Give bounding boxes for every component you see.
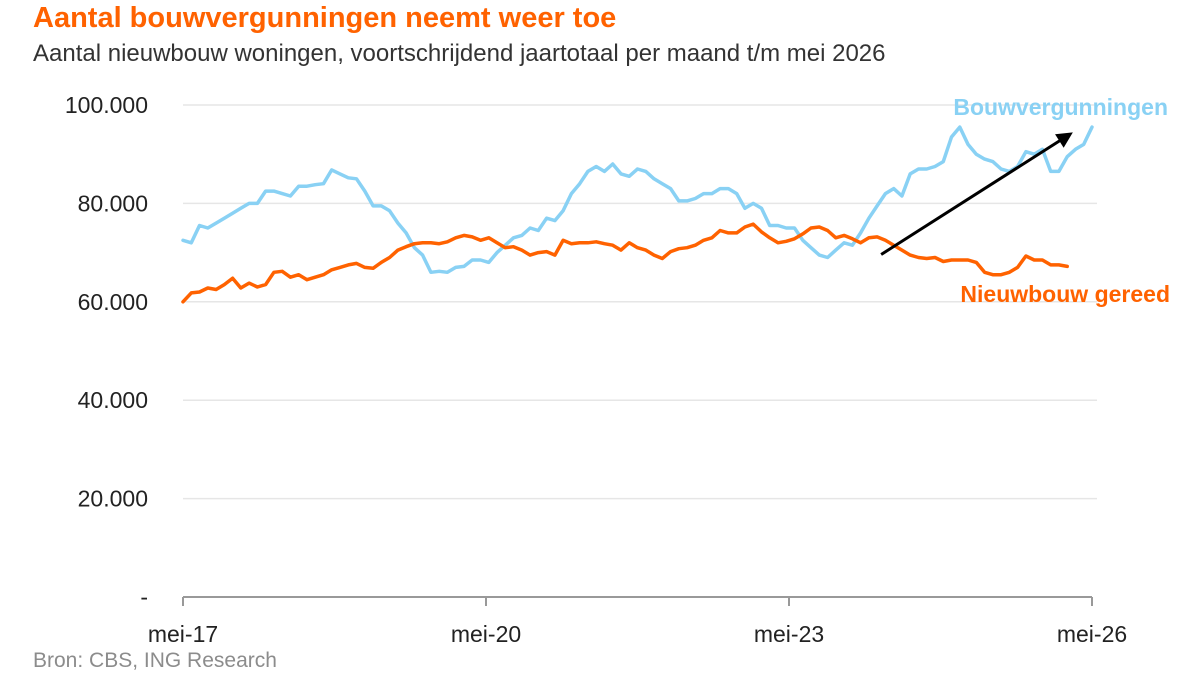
series-label-nieuwbouw-gereed: Nieuwbouw gereed [960, 281, 1170, 307]
x-tick-label: mei-17 [148, 621, 218, 647]
y-axis-tick-labels: - 20.000 40.000 60.000 80.000 100.000 [65, 92, 148, 610]
y-tick-label: 20.000 [78, 486, 148, 512]
y-tick-label: 40.000 [78, 387, 148, 413]
trend-arrow-head [1055, 132, 1073, 148]
chart-title: Aantal bouwvergunningen neemt weer toe [33, 2, 617, 34]
source-note: Bron: CBS, ING Research [33, 649, 277, 672]
annotations [880, 132, 1073, 256]
x-axis: mei-17 mei-20 mei-23 mei-26 [148, 596, 1127, 647]
x-tick-label: mei-20 [451, 621, 521, 647]
series-labels: Bouwvergunningen Nieuwbouw gereed [953, 94, 1170, 307]
series-label-bouwvergunningen: Bouwvergunningen [953, 94, 1168, 120]
series-line-bouwvergunningen [181, 125, 1094, 275]
x-tick-label: mei-26 [1057, 621, 1127, 647]
x-tick-label: mei-23 [754, 621, 824, 647]
y-tick-label: 100.000 [65, 92, 148, 118]
trend-arrow-line [880, 133, 1071, 256]
series-lines [181, 125, 1094, 304]
series-line-nieuwbouw-gereed [181, 222, 1069, 304]
y-tick-label: 80.000 [78, 190, 148, 216]
chart-subtitle: Aantal nieuwbouw woningen, voortschrijde… [33, 40, 886, 67]
y-tick-label: 60.000 [78, 289, 148, 315]
gridlines [183, 104, 1097, 500]
y-tick-label: - [140, 584, 148, 610]
